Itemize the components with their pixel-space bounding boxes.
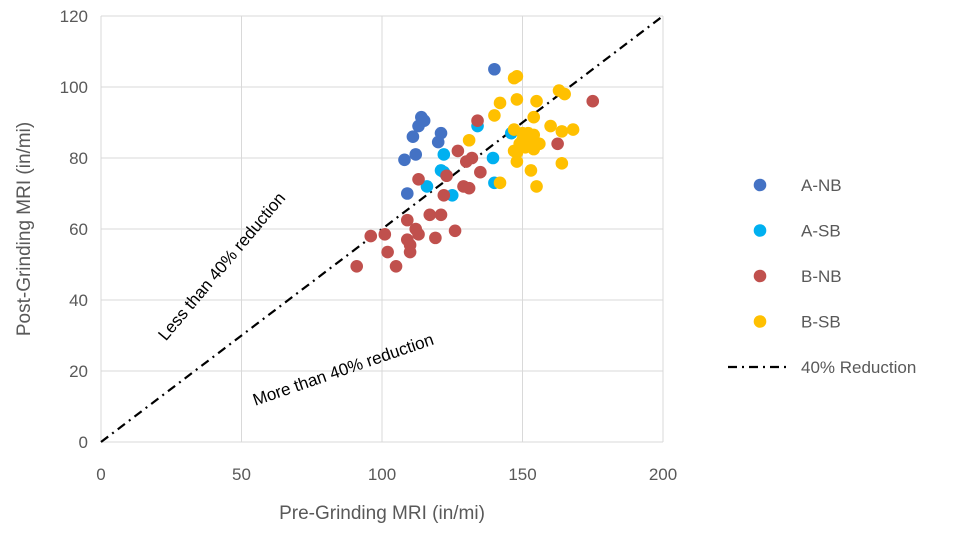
x-tick-label: 150 (508, 465, 536, 484)
y-tick-label: 0 (79, 433, 88, 452)
point-b-sb (510, 155, 524, 168)
point-b-nb (378, 228, 392, 241)
point-b-nb (364, 229, 378, 243)
y-axis-label: Post-Grinding MRI (in/mi) (14, 122, 35, 336)
point-b-sb (488, 109, 501, 122)
point-a-nb (398, 153, 411, 167)
point-b-sb (527, 142, 541, 156)
y-axis-ticks: 0 20 40 60 80 100 120 (60, 7, 88, 452)
point-b-nb (551, 137, 564, 151)
point-b-sb (493, 176, 507, 190)
point-b-nb (465, 151, 479, 165)
point-b-nb (462, 181, 476, 195)
point-b-sb (510, 146, 524, 159)
point-a-nb (412, 119, 425, 133)
x-tick-label: 0 (96, 465, 105, 484)
annotation-less-than: Less than 40% reduction (154, 189, 289, 345)
point-b-sb (566, 123, 580, 136)
point-b-sb (527, 110, 541, 124)
legend: A-NB A-SB B-NB B-SB 40% Reduction (728, 176, 916, 377)
point-b-sb (462, 133, 476, 147)
y-tick-label: 40 (69, 291, 88, 310)
point-a-nb (431, 135, 445, 149)
y-tick-label: 20 (69, 362, 88, 381)
x-tick-label: 100 (368, 465, 396, 484)
point-b-sb (544, 119, 557, 133)
y-tick-label: 100 (60, 78, 88, 97)
legend-label-a-nb: A-NB (801, 176, 842, 195)
point-b-nb (434, 208, 448, 222)
data-points (350, 62, 600, 273)
point-a-sb (420, 180, 434, 193)
point-b-sb (530, 94, 543, 108)
annotation-more-than: More than 40% reduction (250, 330, 436, 410)
point-b-nb (448, 224, 462, 238)
point-b-sb (510, 93, 524, 106)
x-tick-label: 200 (649, 465, 677, 484)
legend-label-40-reduction: 40% Reduction (801, 358, 916, 377)
point-b-nb (412, 228, 425, 241)
point-a-nb (400, 187, 414, 200)
point-a-nb (406, 130, 420, 143)
legend-label-a-sb: A-SB (801, 222, 841, 241)
point-b-sb (558, 87, 571, 101)
legend-marker-a-nb (753, 178, 767, 192)
point-b-sb (555, 157, 569, 170)
point-b-nb (586, 94, 600, 108)
y-tick-label: 80 (69, 149, 88, 168)
point-b-nb (381, 245, 394, 259)
point-b-sb (555, 125, 569, 138)
point-a-nb (488, 62, 501, 76)
point-b-nb (423, 208, 437, 222)
point-b-nb (437, 188, 451, 202)
y-tick-label: 60 (69, 220, 88, 239)
point-b-nb (350, 259, 364, 273)
point-b-sb (493, 96, 507, 110)
point-b-nb (403, 245, 417, 259)
point-b-nb (400, 213, 414, 227)
point-b-sb (530, 180, 543, 193)
point-b-nb (471, 114, 484, 128)
point-b-nb (412, 173, 425, 186)
legend-marker-b-nb (753, 269, 767, 283)
point-a-sb (437, 148, 451, 161)
point-a-sb (486, 151, 500, 165)
legend-label-b-sb: B-SB (801, 313, 841, 332)
legend-marker-a-sb (753, 224, 767, 237)
point-b-sb (524, 164, 538, 177)
x-axis-label: Pre-Grinding MRI (in/mi) (279, 503, 485, 524)
y-tick-label: 120 (60, 7, 88, 26)
point-b-nb (429, 231, 442, 245)
x-tick-label: 50 (232, 465, 251, 484)
x-axis-ticks: 0 50 100 150 200 (96, 465, 677, 484)
point-b-sb (510, 70, 524, 83)
point-a-nb (409, 148, 423, 161)
point-b-nb (474, 165, 487, 179)
legend-label-b-nb: B-NB (801, 267, 842, 286)
point-b-nb (451, 144, 465, 158)
point-b-nb (440, 169, 453, 183)
legend-marker-b-sb (753, 315, 767, 328)
point-b-nb (389, 259, 403, 273)
